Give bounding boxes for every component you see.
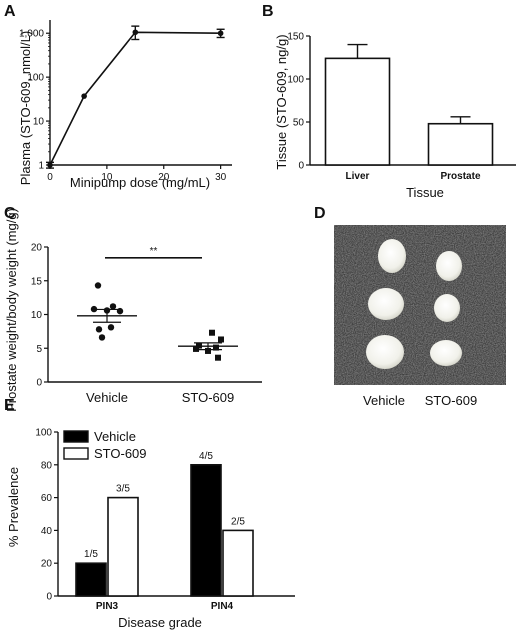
panel-letter-e: E <box>4 397 15 414</box>
chart-a-point <box>132 29 139 36</box>
chart-c-point <box>205 347 211 354</box>
chart-c-ylabel: Prostate weight/body weight (mg/g) <box>4 208 19 412</box>
chart-e-bar <box>75 562 107 597</box>
panel-letter-d: D <box>314 205 326 222</box>
chart-c-point <box>98 334 106 341</box>
chart-c-x-tick-label: STO-609 <box>182 390 235 405</box>
chart-c-y-tick-label: 20 <box>31 243 43 254</box>
chart-e: % Prevalence Disease grade 0 20 40 60 80 100 1… <box>6 428 295 630</box>
chart-c-point <box>116 307 124 315</box>
chart-e-y-tick-label: 60 <box>41 493 53 504</box>
chart-a-y-tick-label: 1,000 <box>19 29 44 40</box>
chart-c-point <box>94 282 102 289</box>
chart-b: Tissue (STO-609, ng/g) Tissue 0 50 100 150 L… <box>274 32 516 200</box>
chart-a-x-tick-label: 0 <box>47 172 53 183</box>
chart-e-data-label: 4/5 <box>199 451 213 462</box>
chart-e-x-tick-label: PIN4 <box>211 601 234 612</box>
chart-c-point <box>213 344 219 351</box>
chart-c-point <box>196 342 202 349</box>
chart-e-y-tick-label: 100 <box>35 428 52 439</box>
vehicle-prostate-1 <box>378 239 406 273</box>
chart-a-y-tick-label: 1 <box>38 161 44 172</box>
chart-e-y-tick-label: 20 <box>41 559 53 570</box>
chart-e-bar <box>222 529 254 597</box>
chart-a-point <box>217 30 224 37</box>
sto609-prostate-2 <box>434 294 460 322</box>
chart-c-point <box>193 345 199 352</box>
chart-b-x-tick-label: Liver <box>346 171 370 182</box>
photo-label-sto609: STO-609 <box>425 393 478 408</box>
chart-e-legend-label: STO-609 <box>94 446 147 461</box>
chart-c-point <box>103 307 111 314</box>
vehicle-prostate-2 <box>368 288 404 320</box>
chart-e-data-label: 1/5 <box>84 549 98 560</box>
chart-e-data-label: 3/5 <box>116 484 130 495</box>
chart-c-y-tick-label: 15 <box>31 276 43 287</box>
chart-a-x-tick-label: 20 <box>158 172 170 183</box>
chart-a-x-tick-label: 30 <box>215 172 227 183</box>
chart-e-y-tick-label: 0 <box>46 592 52 603</box>
chart-a-series-line <box>49 31 221 166</box>
chart-a: Plasma (STO-609, nmol/L) Minipump dose (… <box>18 20 232 190</box>
chart-c-x-tick-label: Vehicle <box>86 390 128 405</box>
chart-e-legend-swatch <box>63 447 89 460</box>
chart-b-xlabel: Tissue <box>406 185 444 200</box>
chart-c-y-tick-label: 0 <box>36 378 42 389</box>
chart-c-point <box>218 336 224 343</box>
chart-e-x-tick-label: PIN3 <box>96 601 119 612</box>
panel-letter-b: B <box>262 3 274 20</box>
panel-letter-c: C <box>4 205 16 222</box>
chart-a-ylabel: Plasma (STO-609, nmol/L) <box>18 31 33 185</box>
chart-a-point <box>81 93 87 99</box>
chart-e-legend-label: Vehicle <box>94 429 136 444</box>
chart-e-legend-swatch <box>63 430 89 443</box>
chart-c-significance-label: ** <box>150 246 158 257</box>
chart-e-xlabel: Disease grade <box>118 615 202 630</box>
chart-e-bar <box>190 463 222 597</box>
photo-texture <box>334 225 506 385</box>
chart-b-y-tick-label: 150 <box>287 32 304 43</box>
chart-b-ylabel: Tissue (STO-609, ng/g) <box>274 34 289 169</box>
chart-c-point <box>90 305 98 313</box>
sto609-prostate-1 <box>436 251 462 281</box>
chart-e-y-tick-label: 80 <box>41 460 53 471</box>
chart-b-x-tick-label: Prostate <box>440 171 480 182</box>
chart-b-bar <box>427 122 494 166</box>
chart-c-point <box>215 354 221 361</box>
sto609-prostate-3 <box>430 340 462 366</box>
chart-c-point <box>107 324 115 331</box>
panel-letter-a: A <box>4 3 16 20</box>
chart-c-y-tick-label: 10 <box>31 310 43 321</box>
chart-c-y-tick-label: 5 <box>36 344 42 355</box>
chart-e-y-tick-label: 40 <box>41 526 53 537</box>
chart-a-xlabel: Minipump dose (mg/mL) <box>70 175 210 190</box>
prostate-photo: Vehicle STO-609 <box>334 225 506 408</box>
chart-a-x-tick-label: 10 <box>101 172 113 183</box>
chart-b-y-tick-label: 0 <box>298 161 304 172</box>
chart-a-y-tick-label: 10 <box>33 117 45 128</box>
chart-e-data-label: 2/5 <box>231 516 245 527</box>
chart-b-y-tick-label: 100 <box>287 75 304 86</box>
chart-b-y-tick-label: 50 <box>293 118 305 129</box>
chart-c-point <box>95 326 103 333</box>
chart-a-y-tick-label: 100 <box>27 73 44 84</box>
chart-e-ylabel: % Prevalence <box>6 467 21 547</box>
chart-a-point <box>47 162 53 168</box>
chart-c-point <box>109 303 117 310</box>
chart-e-bar <box>107 496 139 597</box>
chart-b-bar <box>324 57 391 166</box>
vehicle-prostate-3 <box>366 335 404 369</box>
photo-label-vehicle: Vehicle <box>363 393 405 408</box>
chart-c: Prostate weight/body weight (mg/g) 0 5 10 1… <box>4 208 262 412</box>
chart-c-point <box>209 329 215 336</box>
